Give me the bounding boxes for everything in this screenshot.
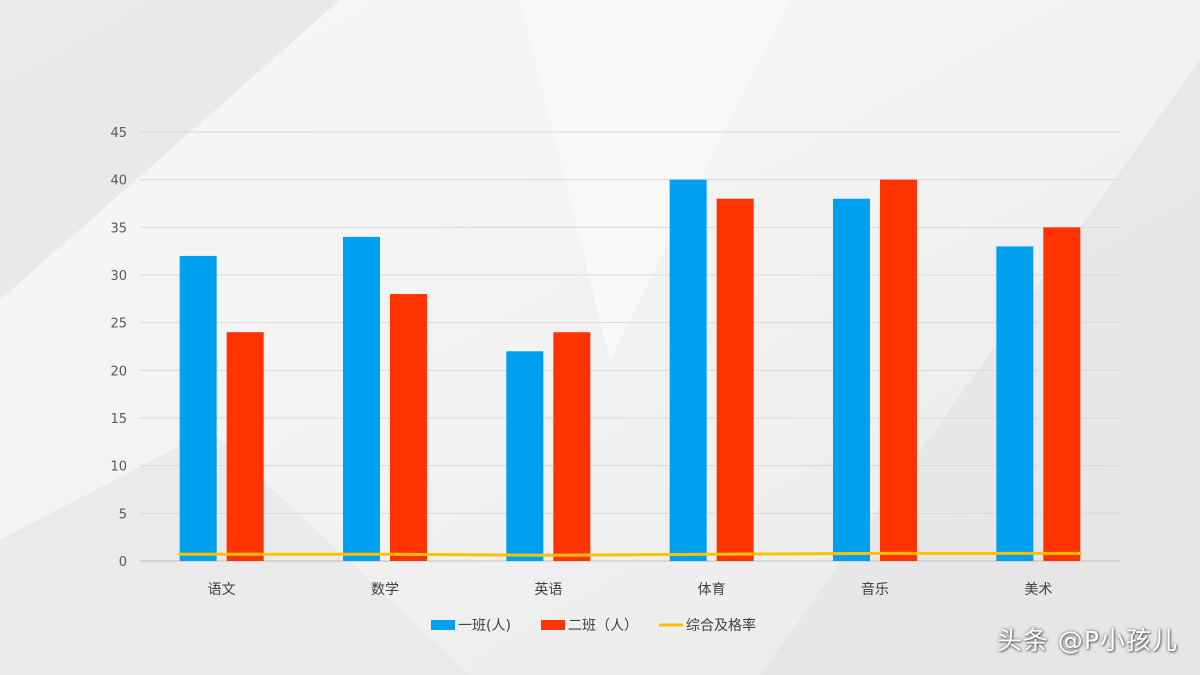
y-tick-label: 0 [119,555,127,570]
x-category-label: 体育 [698,582,726,598]
x-category-label: 音乐 [861,581,889,598]
y-tick-label: 20 [110,364,127,379]
x-category-label: 英语 [534,581,562,598]
y-tick-label: 35 [110,221,127,236]
bar-series-2 [553,332,591,561]
bar-series-2 [390,294,427,561]
line-series-1 [178,551,1082,557]
legend-swatch [431,620,455,630]
y-tick-label: 25 [110,317,127,332]
y-tick-label: 5 [119,507,127,522]
x-category-label: 语文 [208,582,236,598]
bar-series-2 [1043,227,1081,562]
bar-series-1 [996,246,1034,561]
y-tick-label: 10 [110,460,127,475]
x-category-label: 数学 [371,582,399,598]
legend-swatch [541,620,565,630]
bar-series-1 [833,198,870,561]
bar-series-1 [669,179,707,561]
bar-series-2 [226,332,264,561]
legend-label: 综合及格率 [686,617,756,634]
watermark: 头条 @P小孩儿 [996,626,1178,655]
y-tick-label: 15 [110,412,127,427]
bar-series-1 [179,255,217,561]
bar-series-2 [716,198,754,561]
y-tick-label: 45 [110,126,127,141]
legend-label: 二班（人） [568,618,638,634]
legend-label: 一班(人) [458,618,511,634]
bar-series-2 [880,179,917,561]
bar-series-1 [506,351,544,561]
y-tick-label: 40 [110,174,127,189]
bar-series-1 [343,236,380,561]
x-category-label: 美术 [1024,582,1052,598]
y-tick-label: 30 [110,269,127,284]
